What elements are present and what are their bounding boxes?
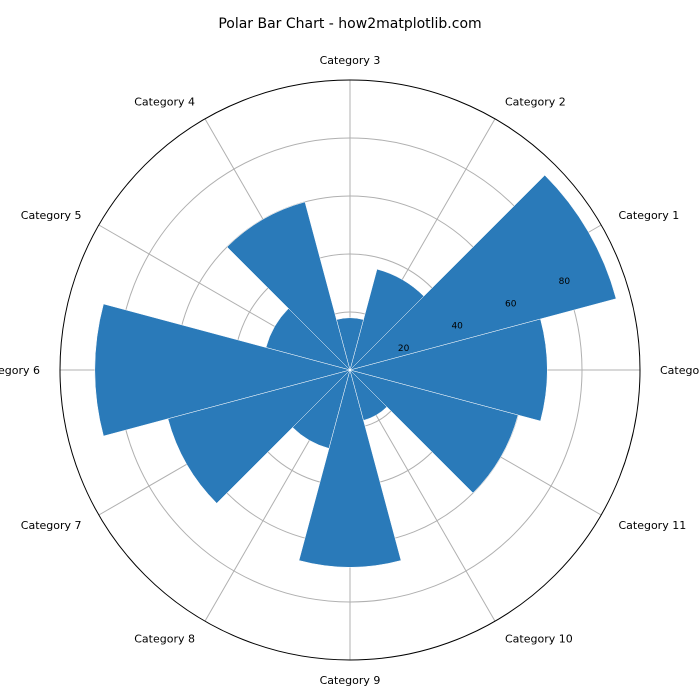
- category-label: Category 9: [320, 674, 381, 687]
- category-label: Category 10: [505, 632, 573, 645]
- category-label: Category 4: [134, 96, 195, 109]
- radial-tick-label: 80: [559, 277, 571, 287]
- polar-chart-container: Polar Bar Chart - how2matplotlib.com 20 4…: [0, 0, 700, 700]
- category-label: Category 1: [618, 209, 679, 222]
- category-label: Category 2: [505, 96, 566, 109]
- polar-chart-svg: 20 40 60 80 Category 0 Category 1 Category 2 Ca…: [0, 0, 700, 700]
- category-label: Category 0: [660, 364, 700, 377]
- category-label: Category 5: [21, 209, 82, 222]
- category-label: Category 6: [0, 364, 40, 377]
- category-label: Category 11: [618, 519, 686, 532]
- chart-title: Polar Bar Chart - how2matplotlib.com: [0, 16, 700, 32]
- category-label: Category 8: [134, 632, 195, 645]
- radial-tick-label: 60: [505, 299, 517, 309]
- radial-tick-label: 20: [398, 344, 410, 354]
- category-label: Category 7: [21, 519, 82, 532]
- radial-tick-label: 40: [451, 322, 463, 332]
- category-label: Category 3: [320, 54, 381, 67]
